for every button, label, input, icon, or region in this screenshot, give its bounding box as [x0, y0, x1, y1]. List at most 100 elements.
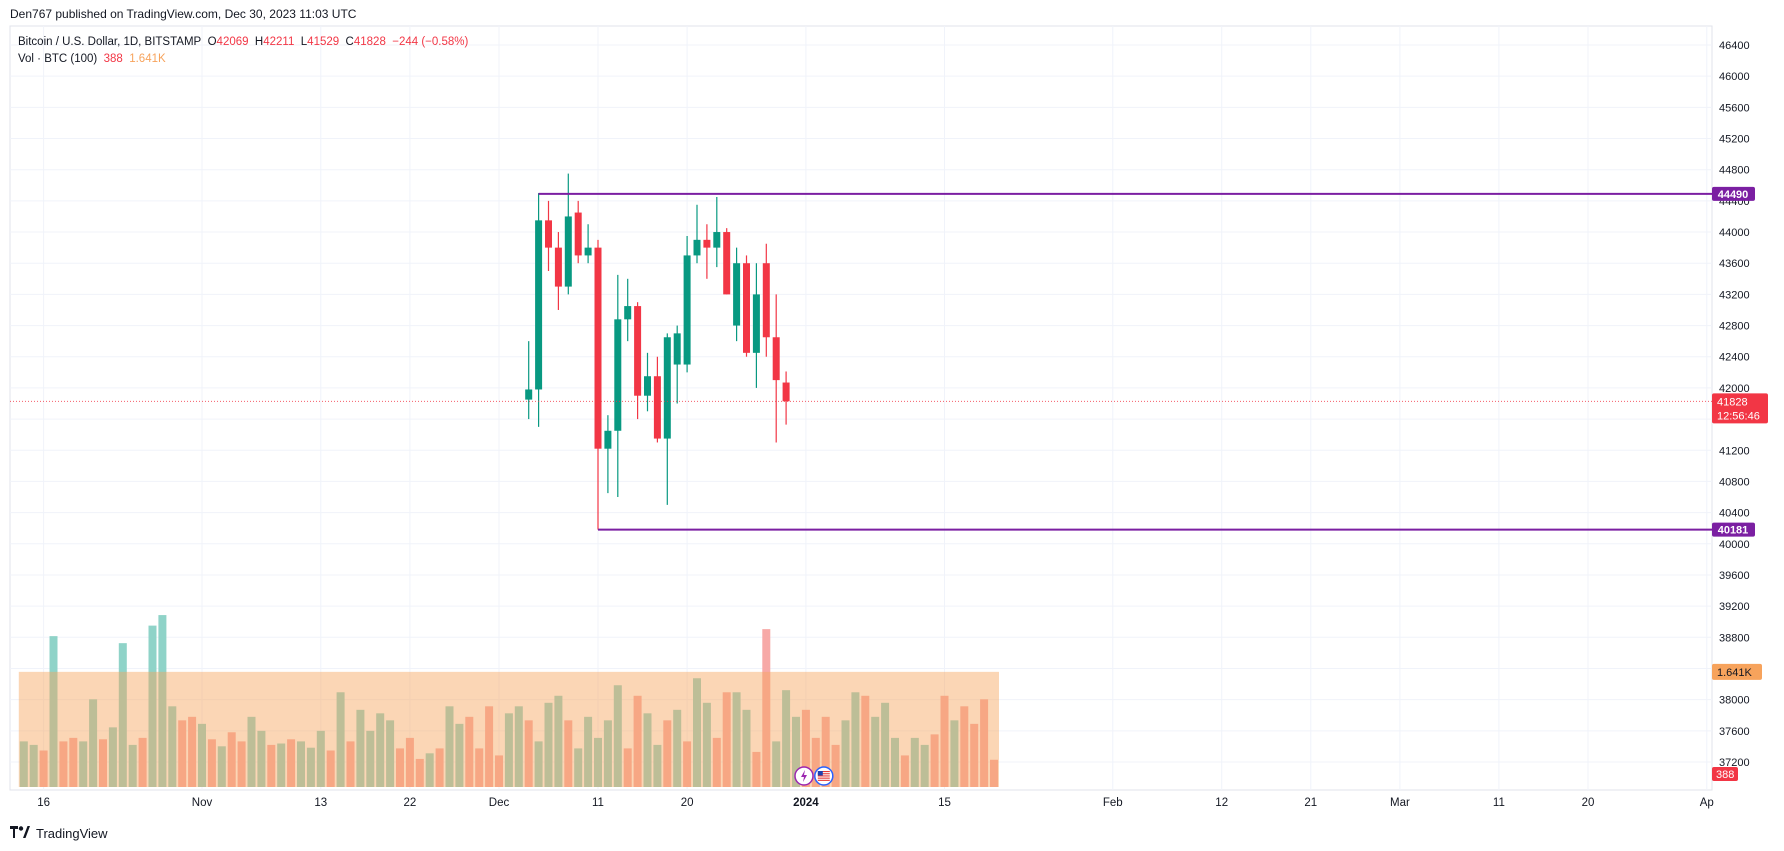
- volume-bar: [811, 737, 820, 787]
- price-tick-label: 46400: [1719, 40, 1750, 52]
- last-price-label: 41828: [1717, 396, 1748, 408]
- volume-bar: [930, 734, 939, 787]
- volume-bar: [940, 695, 949, 787]
- flag-stripe: [817, 775, 830, 777]
- tradingview-logo-icon: [10, 825, 30, 841]
- open-label: O: [207, 36, 217, 48]
- volume-bar: [188, 716, 197, 787]
- volume-bar: [415, 758, 424, 787]
- price-tick-label: 40800: [1719, 476, 1750, 488]
- price-tick-label: 42800: [1719, 321, 1750, 333]
- volume-bar: [950, 720, 959, 787]
- time-tick-label: 13: [314, 797, 327, 809]
- time-tick-label: 21: [1304, 797, 1317, 809]
- candle-body: [634, 306, 642, 396]
- level-price-tag: [1712, 186, 1755, 201]
- volume-ma-value: 1.641K: [129, 53, 166, 65]
- volume-bar: [495, 755, 503, 787]
- volume-bar: [49, 636, 58, 787]
- us-flag-icon[interactable]: [814, 766, 834, 786]
- price-tick-label: 40000: [1719, 539, 1750, 551]
- time-tick-label: 11: [1493, 797, 1505, 809]
- volume-bar: [356, 709, 365, 787]
- candle-body: [772, 337, 780, 381]
- lightning-icon[interactable]: [794, 766, 814, 786]
- volume-bar: [207, 739, 216, 787]
- candle-body: [693, 239, 701, 256]
- time-tick-label: 20: [681, 797, 694, 809]
- volume-bar: [39, 750, 48, 787]
- volume-bar: [871, 716, 880, 787]
- volume-bar: [881, 702, 890, 787]
- volume-bar: [594, 737, 602, 787]
- level-price-tag: [1712, 522, 1755, 537]
- price-tick-label: 45200: [1719, 134, 1750, 146]
- price-tick-label: 41200: [1719, 445, 1750, 457]
- candle-body: [614, 319, 622, 431]
- candle-body: [545, 220, 552, 248]
- volume-bar: [623, 748, 632, 787]
- candle-body: [535, 220, 543, 390]
- volume-bar: [297, 741, 305, 787]
- volume-bar: [633, 695, 642, 787]
- volume-bar: [970, 723, 979, 787]
- event-icons[interactable]: [794, 766, 834, 786]
- time-tick-label: Nov: [192, 797, 213, 809]
- candle-body: [743, 263, 750, 353]
- volume-bar: [346, 741, 355, 787]
- volume-bar: [891, 737, 899, 787]
- volume-bar: [980, 699, 989, 787]
- candle-body: [713, 232, 721, 248]
- volume-bar: [524, 720, 533, 787]
- price-tick-label: 43600: [1719, 258, 1750, 270]
- volume-bar: [89, 699, 98, 787]
- time-tick-label: 11: [592, 797, 604, 809]
- volume-bar: [287, 739, 296, 787]
- volume-bar: [851, 692, 860, 787]
- symbol-title[interactable]: Bitcoin / U.S. Dollar, 1D, BITSTAMP: [18, 36, 202, 48]
- time-tick-label: Mar: [1390, 797, 1410, 809]
- candle-body: [644, 376, 651, 396]
- publish-caption: Den767 published on TradingView.com, Dec…: [10, 7, 357, 21]
- open-value: 42069: [216, 36, 249, 48]
- volume-bar: [564, 720, 573, 787]
- volume-bar: [178, 720, 187, 787]
- volume-bar: [227, 732, 236, 787]
- time-tick-label: Feb: [1103, 797, 1123, 809]
- price-tick-label: 42400: [1719, 352, 1750, 364]
- volume-bar: [386, 720, 395, 787]
- time-tick-label: Dec: [489, 797, 510, 809]
- volume-bar: [396, 748, 404, 787]
- footer-branding[interactable]: TradingView: [10, 825, 108, 841]
- price-tick-label: 43200: [1719, 289, 1750, 301]
- time-tick-label: 20: [1582, 797, 1595, 809]
- volume-bar: [168, 706, 177, 787]
- volume-ma-tag-label: 1.641K: [1717, 667, 1753, 679]
- volume-bar: [405, 737, 414, 787]
- low-value: 41529: [307, 36, 340, 48]
- volume-bar: [475, 748, 484, 787]
- volume-bar: [801, 709, 810, 787]
- time-tick-label: 2024: [793, 797, 819, 809]
- volume-bar: [198, 723, 206, 787]
- volume-indicator-title[interactable]: Vol · BTC (100): [18, 53, 98, 65]
- candle-body: [673, 333, 681, 365]
- horizontal-levels[interactable]: [10, 192, 1712, 531]
- countdown-label: 12:56:46: [1717, 410, 1760, 422]
- volume-bar: [108, 727, 117, 787]
- level-price-label: 44490: [1718, 189, 1749, 201]
- price-tick-label: 38800: [1719, 632, 1750, 644]
- volume-bar: [326, 750, 335, 787]
- time-axis[interactable]: 16 Nov 13 22 Dec 11 20 2024 15 Feb 12 21 Mar 11 20 Ap: [37, 797, 1714, 809]
- price-tick-label: 37600: [1719, 726, 1750, 738]
- last-price-tag: [1712, 393, 1768, 424]
- lightning-glyph: [801, 770, 807, 782]
- time-tick-label: 16: [37, 797, 50, 809]
- volume-bar: [821, 716, 830, 787]
- volume-bar: [504, 713, 513, 787]
- volume-bar: [465, 716, 474, 787]
- volume-bar: [762, 629, 771, 787]
- high-value: 42211: [263, 36, 295, 48]
- price-axis[interactable]: 3720037600380003840038800392003960040000…: [1712, 40, 1768, 781]
